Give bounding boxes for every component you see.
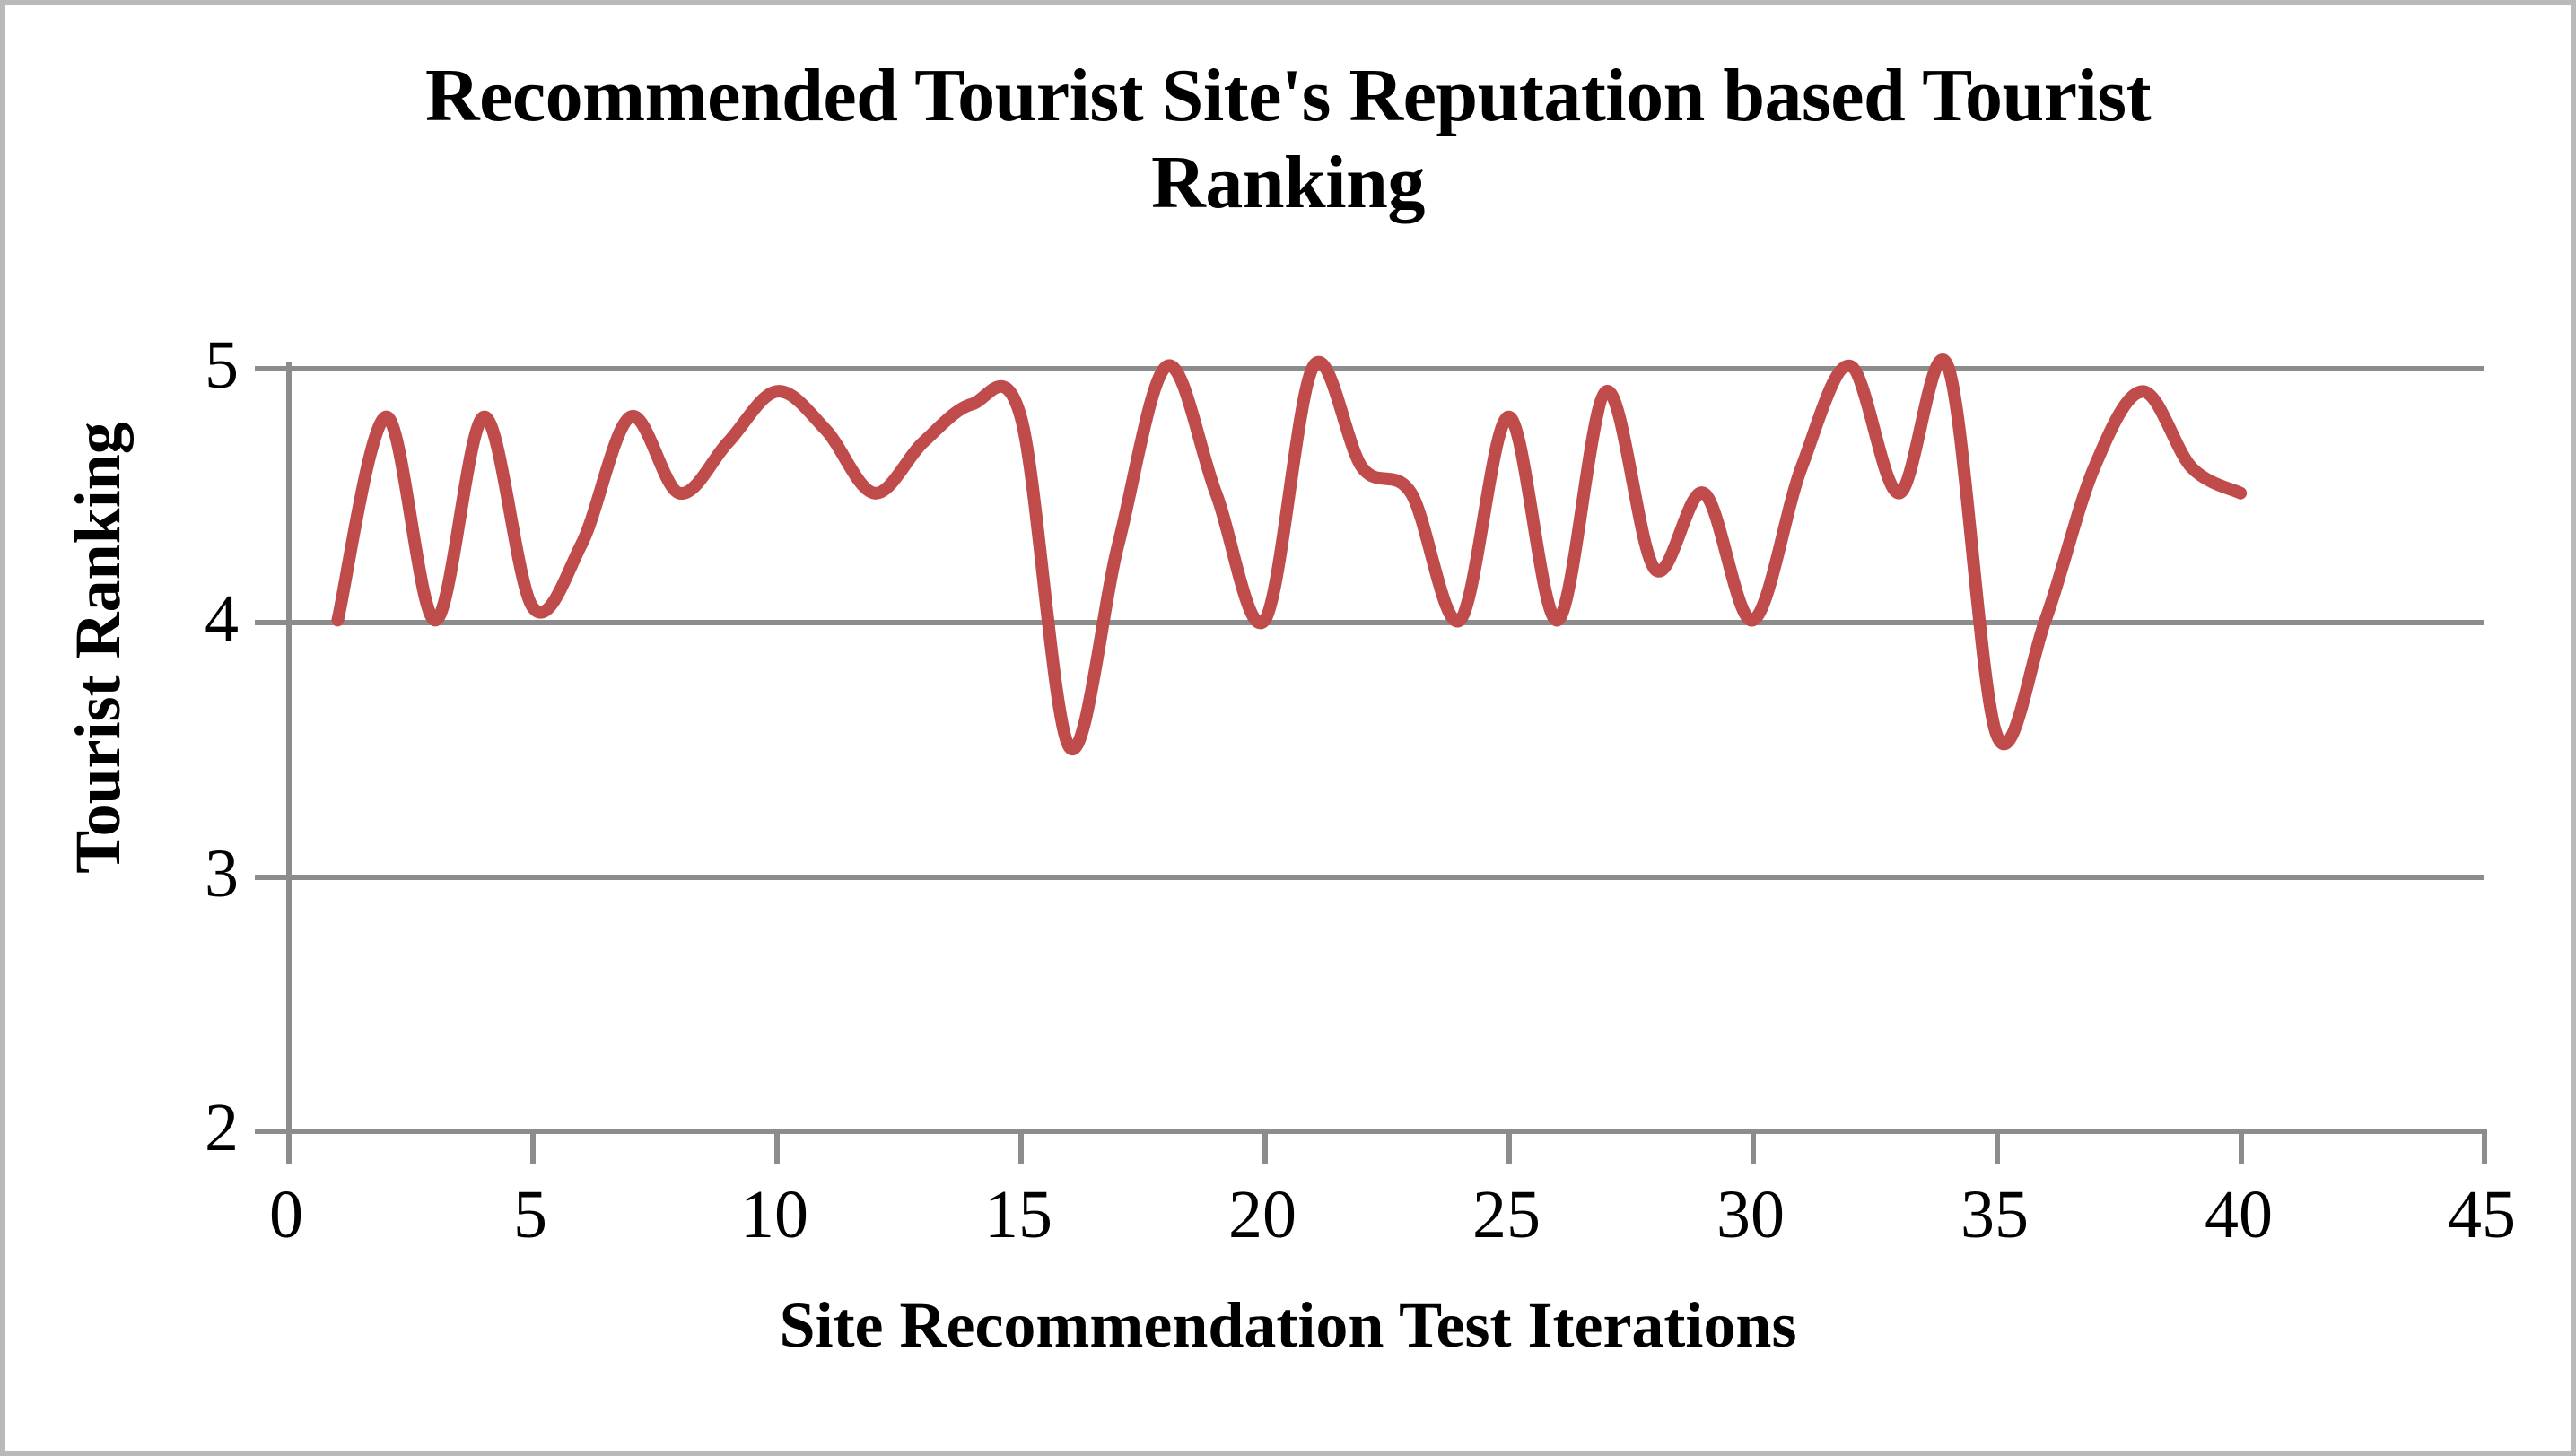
x-tick-label-25: 25 xyxy=(1472,1177,1541,1252)
x-axis-title: Site Recommendation Test Iterations xyxy=(779,1289,1797,1361)
chart-title-line-1: Recommended Tourist Site's Reputation ba… xyxy=(424,54,2152,137)
x-tick-label-45: 45 xyxy=(2448,1177,2516,1252)
y-tick-5 xyxy=(255,366,289,371)
x-tick-label-10: 10 xyxy=(740,1177,808,1252)
x-tick-label-0: 0 xyxy=(269,1177,303,1252)
gridline-y-3 xyxy=(289,875,2484,880)
y-tick-3 xyxy=(255,875,289,880)
x-tick-10 xyxy=(774,1129,780,1164)
x-tick-label-5: 5 xyxy=(513,1177,547,1252)
x-tick-0 xyxy=(286,1129,292,1164)
gridline-y-2 xyxy=(289,1129,2484,1134)
x-tick-35 xyxy=(1995,1129,2000,1164)
y-tick-4 xyxy=(255,620,289,625)
y-tick-label-4: 4 xyxy=(205,581,239,657)
y-tick-label-3: 3 xyxy=(205,836,239,911)
y-tick-label-5: 5 xyxy=(205,327,239,403)
gridline-y-5 xyxy=(289,366,2484,371)
x-tick-25 xyxy=(1506,1129,1512,1164)
x-tick-label-15: 15 xyxy=(984,1177,1052,1252)
x-tick-label-35: 35 xyxy=(1960,1177,2029,1252)
x-tick-label-40: 40 xyxy=(2205,1177,2273,1252)
x-tick-45 xyxy=(2482,1129,2487,1164)
y-axis-title: Tourist Ranking xyxy=(61,5,135,874)
x-tick-5 xyxy=(530,1129,536,1164)
x-tick-15 xyxy=(1018,1129,1024,1164)
gridline-y-4 xyxy=(289,620,2484,625)
x-tick-40 xyxy=(2239,1129,2244,1164)
y-axis-line xyxy=(286,362,292,1134)
y-tick-2 xyxy=(255,1129,289,1134)
y-tick-label-2: 2 xyxy=(205,1090,239,1165)
plot-area xyxy=(255,362,2487,1164)
chart-title-line-2: Ranking xyxy=(1151,141,1425,225)
x-tick-30 xyxy=(1751,1129,1756,1164)
x-tick-label-20: 20 xyxy=(1228,1177,1297,1252)
x-tick-label-30: 30 xyxy=(1716,1177,1785,1252)
x-tick-20 xyxy=(1262,1129,1268,1164)
chart-title: Recommended Tourist Site's Reputation ba… xyxy=(257,52,2320,227)
